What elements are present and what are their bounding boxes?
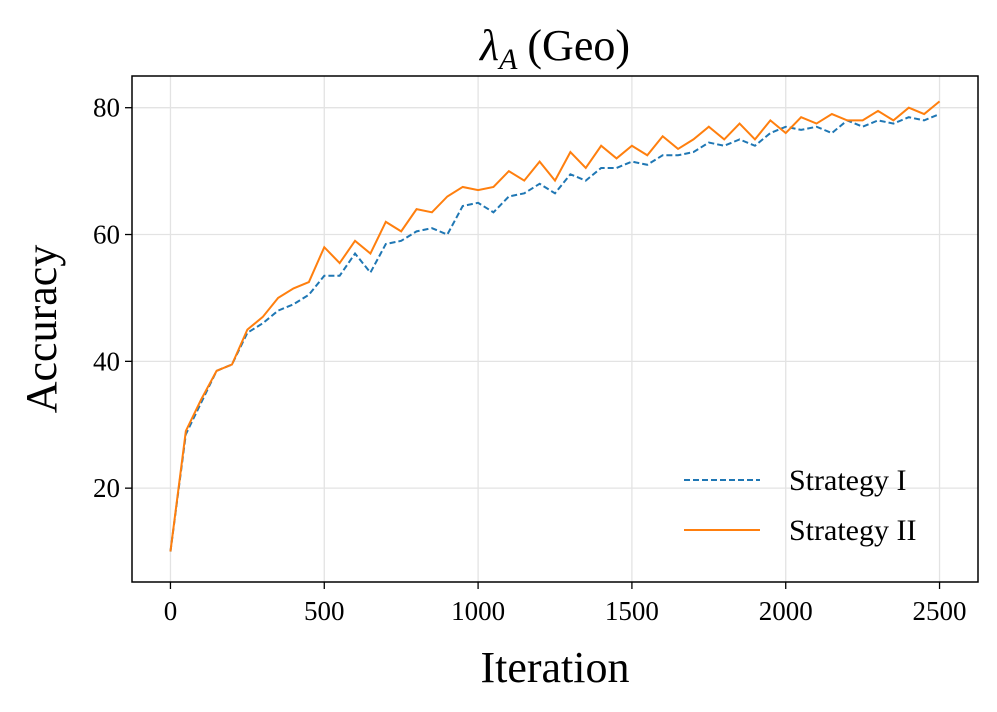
series-line <box>169 113 940 552</box>
y-tick-label: 60 <box>93 220 120 250</box>
x-tick-label: 2000 <box>759 596 813 626</box>
x-tick-label: 500 <box>304 596 345 626</box>
series-line <box>169 100 941 552</box>
x-tick-label: 0 <box>164 596 178 626</box>
x-axis-label: Iteration <box>480 643 629 692</box>
plot-frame <box>131 75 979 583</box>
y-tick-label: 40 <box>93 346 120 376</box>
title-subscript: A <box>497 43 518 76</box>
legend: Strategy I Strategy II <box>684 464 916 547</box>
x-tick-label: 1000 <box>451 596 505 626</box>
legend-label: Strategy II <box>789 514 916 547</box>
x-tick-label: 2500 <box>913 596 967 626</box>
x-tick-label: 1500 <box>605 596 659 626</box>
y-axis-label: Accuracy <box>17 245 66 414</box>
y-tick-label: 20 <box>93 473 120 503</box>
title-text: (Geo) <box>527 21 630 70</box>
y-tick-label: 80 <box>93 93 120 123</box>
title-symbol: λ <box>478 21 499 70</box>
chart-title: λA (Geo) <box>478 21 630 76</box>
legend-label: Strategy I <box>789 464 906 497</box>
